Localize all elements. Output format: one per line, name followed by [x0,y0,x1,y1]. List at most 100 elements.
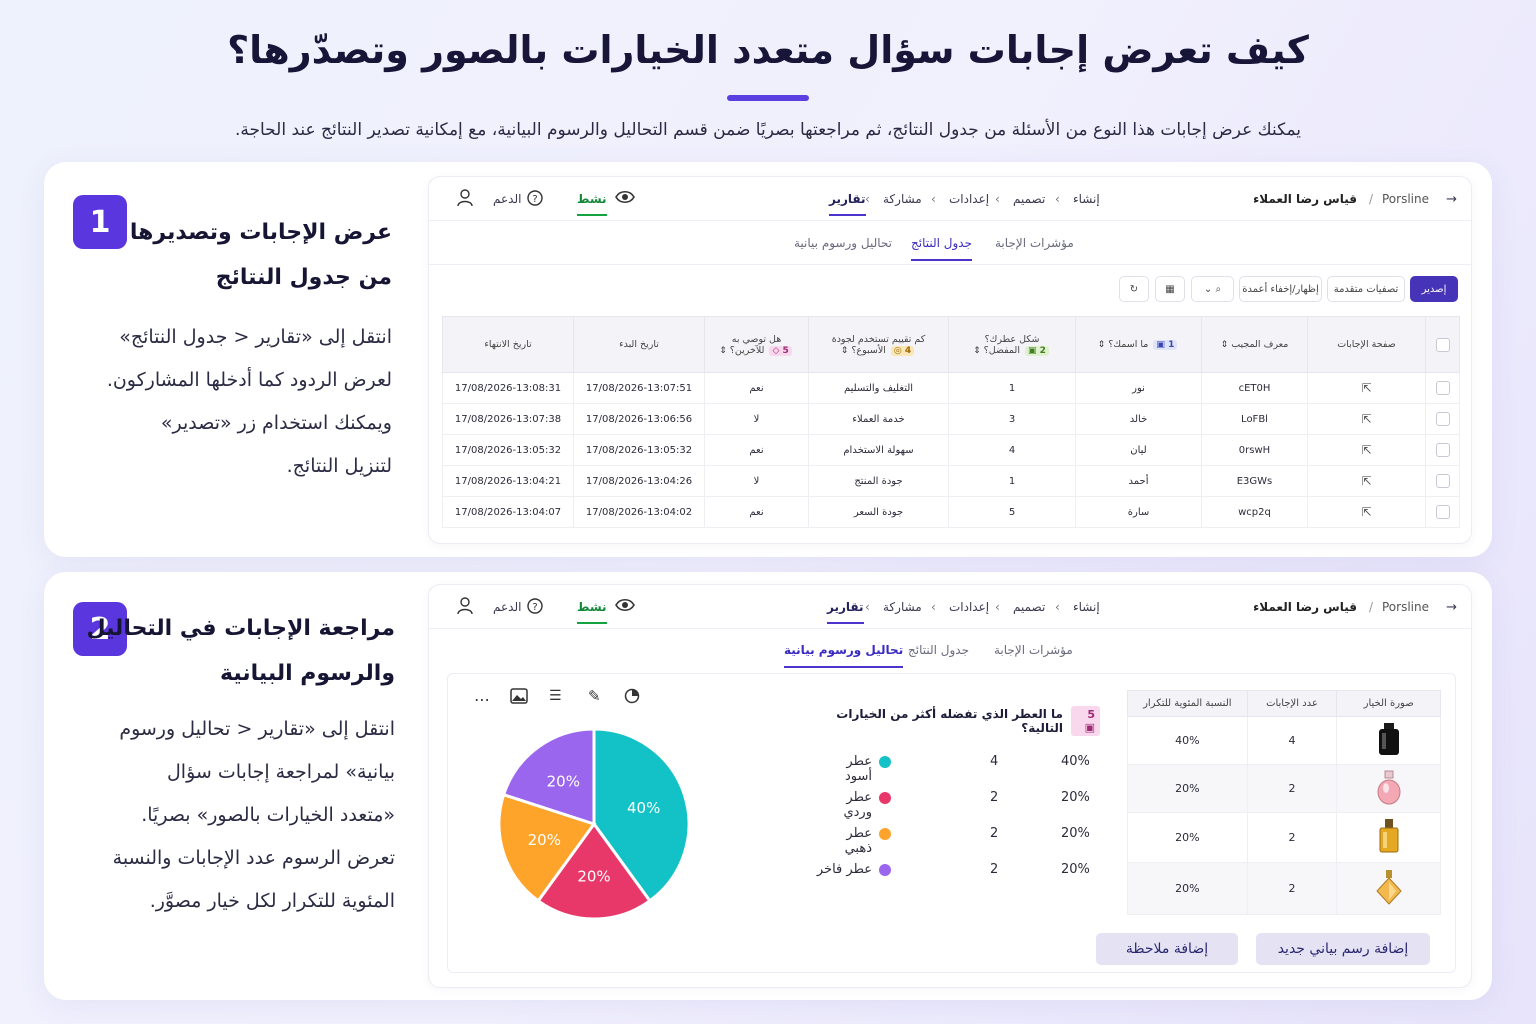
pie-slice[interactable] [497,792,597,903]
svg-text:?: ? [532,194,537,205]
add-note-button[interactable]: إضافة ملاحظة [1096,933,1238,965]
tab-answer-indicators[interactable]: مؤشرات الإجابة [995,236,1074,250]
cell-percent: 20% [1127,862,1248,915]
cell-rating: جودة المنتج [808,465,949,497]
table-row[interactable]: ⇱ LoFBl خالد 3 خدمة العملاء لا 17/08/2026-13:0… [442,403,1460,435]
breadcrumb-reports[interactable]: تقارير [827,600,864,624]
row-checkbox[interactable] [1435,381,1450,395]
step-2-badge: 2 [73,602,127,656]
sort-icon[interactable]: ⇕ [719,345,727,356]
row-checkbox[interactable] [1435,505,1450,519]
search-dropdown-button[interactable]: ⌄ ⌕ [1191,276,1234,302]
user-icon[interactable] [457,597,473,618]
legend-color-dot [879,864,891,876]
survey-name[interactable]: قياس رضا العملاء [1253,192,1357,206]
select-all-checkbox[interactable] [1435,337,1450,352]
back-arrow-icon[interactable]: → [1446,600,1457,615]
tab-analysis-charts[interactable]: تحاليل ورسوم بيانية [784,643,904,668]
pie-slice[interactable] [536,821,652,921]
brush-icon[interactable]: ✎ [588,687,601,705]
external-link-icon[interactable]: ⇱ [1361,412,1372,426]
status-active[interactable]: نشط [577,192,607,216]
eye-icon[interactable] [615,597,635,616]
cell-name: سارة [1075,496,1202,528]
external-link-icon[interactable]: ⇱ [1361,505,1372,519]
breadcrumb-share[interactable]: مشاركة [883,192,922,206]
external-link-icon[interactable]: ⇱ [1361,474,1372,488]
sort-lines-icon[interactable]: ☰ [549,688,562,704]
cell-rating: سهولة الاستخدام [808,434,949,466]
breadcrumb-settings[interactable]: إعدادات [949,600,990,614]
pie-slice[interactable] [592,727,691,903]
path-separator: / [1368,600,1373,614]
search-icon: ⌕ [1215,283,1222,295]
table-row[interactable]: ⇱ 0rswH ليان 4 سهولة الاستخدام نعم 17/08/2026-… [442,434,1460,466]
col-choice-image-header: صورة الخيار [1336,690,1441,717]
table-row[interactable]: ⇱ E3GWs أحمد 1 جودة المنتج لا 17/08/2026-13:04… [442,465,1460,497]
col-id-header[interactable]: معرف المجيب ⇕ [1201,316,1308,373]
tab-answer-indicators[interactable]: مؤشرات الإجابة [994,643,1073,657]
breadcrumb-share[interactable]: مشاركة [883,600,922,614]
breadcrumb-settings[interactable]: إعدادات [949,192,990,206]
question-badge: 2 ▣ [1025,345,1049,356]
status-active[interactable]: نشط [577,600,607,624]
table-row[interactable]: ⇱ wcp2q سارة 5 جودة السعر نعم 17/08/2026-13:04… [442,496,1460,528]
cell-answer-count: 2 [1246,812,1338,863]
legend-label: عطر أسود [844,754,872,784]
survey-name[interactable]: قياس رضا العملاء [1253,600,1357,614]
report-tabs: مؤشرات الإجابة جدول النتائج تحاليل ورسوم… [429,221,1471,265]
legend-label: عطر وردي [843,790,872,820]
cell-percent: 20% [1127,764,1248,813]
calendar-button[interactable]: ▦ [1155,276,1185,302]
tab-analysis-charts[interactable]: تحاليل ورسوم بيانية [794,236,893,250]
choice-row: 2 20% [1127,812,1441,863]
page-subtitle: يمكنك عرض إجابات هذا النوع من الأسئلة من… [234,120,1302,140]
col-q2-header[interactable]: شكل عطرك؟ 2 ▣ المفضل؟ ⇕ [948,316,1076,373]
image-icon[interactable] [510,688,528,708]
external-link-icon[interactable]: ⇱ [1361,443,1372,457]
col-start-header: تاريخ البدء [573,316,705,373]
advanced-filters-button[interactable]: تصفيات متقدمة [1327,276,1405,302]
cell-recommend: نعم [704,372,809,404]
table-row[interactable]: ⇱ cET0H نور 1 التغليف والتسليم نعم 17/08/2026-… [442,372,1460,404]
breadcrumb-reports[interactable]: تقارير [829,192,866,216]
support-link[interactable]: الدعم [493,192,522,206]
eye-icon[interactable] [615,189,635,208]
refresh-button[interactable]: ↻ [1119,276,1149,302]
col-q1-header[interactable]: 1 ▣ ما اسمك؟ ⇕ [1075,316,1202,373]
tab-results-table[interactable]: جدول النتائج [911,236,973,261]
sort-icon[interactable]: ⇕ [1220,340,1229,350]
cell-recommend: نعم [704,496,809,528]
support-link[interactable]: الدعم [493,600,522,614]
add-chart-button[interactable]: إضافة رسم بياني جديد [1256,933,1430,965]
row-checkbox[interactable] [1435,412,1450,426]
sort-icon[interactable]: ⇕ [1097,340,1106,350]
columns-toggle-button[interactable]: إظهار/إخفاء أعمدة [1239,276,1322,302]
row-checkbox[interactable] [1435,474,1450,488]
breadcrumb-create[interactable]: إنشاء [1073,192,1100,206]
pie-slice[interactable] [501,727,596,827]
help-icon[interactable]: ? [527,190,543,209]
cell-shape: 4 [948,434,1076,466]
col-q4-header[interactable]: كم تقييم تستخدم لجودة 4 ◎ الأسبوع؟ ⇕ [808,316,949,373]
col-q5-header[interactable]: هل توصي به 5 ◇ للآخرين؟ ⇕ [704,316,809,373]
sort-icon[interactable]: ⇕ [840,345,849,356]
choices-table: صورة الخيار عدد الإجابات النسبة المئوية … [1127,690,1441,915]
export-button[interactable]: إصدير [1410,276,1458,302]
user-icon[interactable] [457,189,473,210]
breadcrumb-design[interactable]: تصميم [1013,192,1046,206]
help-icon[interactable]: ? [527,598,543,617]
sort-icon[interactable]: ⇕ [973,345,981,356]
breadcrumb-create[interactable]: إنشاء [1073,600,1100,614]
brand-link[interactable]: Porsline [1382,192,1429,206]
more-options-icon[interactable]: ⋯ [474,690,490,709]
tab-results-table[interactable]: جدول النتائج [908,643,970,657]
brand-link[interactable]: Porsline [1382,600,1429,614]
back-arrow-icon[interactable]: → [1446,192,1457,207]
pie-chart-icon[interactable] [624,688,640,708]
results-panel: → Porsline / قياس رضا العملاء إنشاء ‹ تص… [428,176,1472,544]
legend-label: عطر فاخر [816,862,872,877]
row-checkbox[interactable] [1435,443,1450,457]
breadcrumb-design[interactable]: تصميم [1013,600,1046,614]
external-link-icon[interactable]: ⇱ [1361,381,1372,395]
